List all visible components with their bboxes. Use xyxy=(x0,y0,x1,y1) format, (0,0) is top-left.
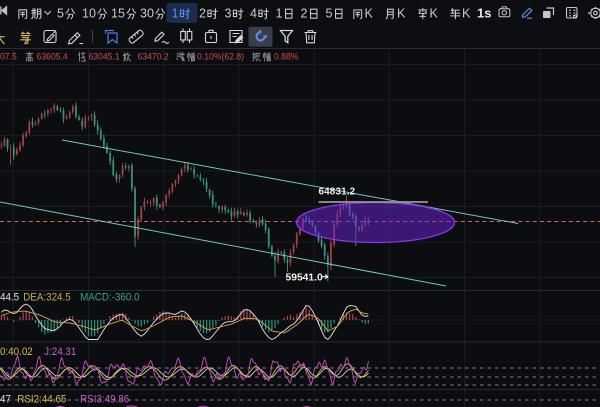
svg-text:5: 5 xyxy=(326,7,333,21)
svg-text:3: 3 xyxy=(225,7,232,21)
svg-text:1: 1 xyxy=(276,7,283,21)
svg-text:64831.2: 64831.2 xyxy=(319,187,356,198)
svg-text:15: 15 xyxy=(111,7,125,21)
svg-text:0.88%: 0.88% xyxy=(274,51,298,62)
svg-text:63045.1: 63045.1 xyxy=(88,51,119,62)
svg-text:5: 5 xyxy=(57,7,64,21)
svg-text:2: 2 xyxy=(301,7,308,21)
svg-text:K: K xyxy=(430,7,439,21)
svg-text:K: K xyxy=(365,7,374,21)
svg-text:0:40.02: 0:40.02 xyxy=(0,347,33,359)
svg-text:RSI2:44.65: RSI2:44.65 xyxy=(17,394,66,406)
svg-text:44.5: 44.5 xyxy=(0,292,19,304)
svg-text:K: K xyxy=(397,7,406,21)
svg-text:2: 2 xyxy=(199,7,206,21)
svg-text:4: 4 xyxy=(250,7,257,21)
svg-text:1: 1 xyxy=(172,7,179,21)
svg-text:RSI3:49.86: RSI3:49.86 xyxy=(80,394,129,406)
svg-text:1s: 1s xyxy=(477,6,491,21)
svg-text:10: 10 xyxy=(82,7,96,21)
svg-text:07.5: 07.5 xyxy=(0,51,17,62)
svg-text:47: 47 xyxy=(0,394,11,406)
svg-text:K: K xyxy=(462,7,471,21)
svg-text:59541.0: 59541.0 xyxy=(286,273,323,284)
svg-text:0.10%(62.8): 0.10%(62.8) xyxy=(197,51,244,62)
svg-text:MACD:-360.0: MACD:-360.0 xyxy=(80,292,140,304)
svg-text:J:24.31: J:24.31 xyxy=(44,347,76,359)
svg-text:DEA:324.5: DEA:324.5 xyxy=(23,292,71,304)
svg-text:63605.4: 63605.4 xyxy=(37,51,68,62)
svg-text:63470.2: 63470.2 xyxy=(138,51,169,62)
svg-text:30: 30 xyxy=(140,7,154,21)
